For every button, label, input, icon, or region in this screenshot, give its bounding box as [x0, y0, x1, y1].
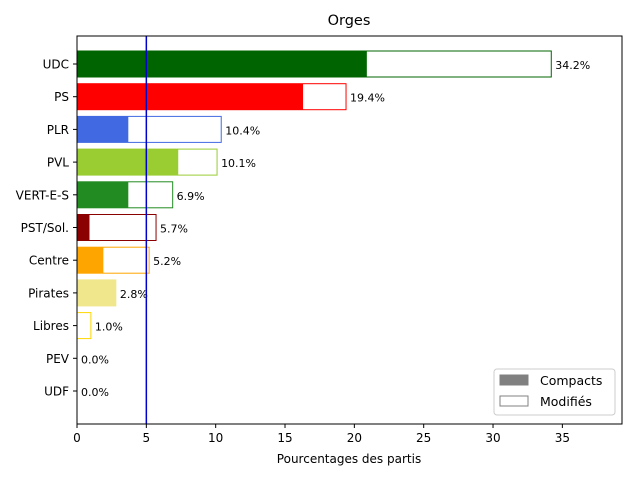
bar-compacts-pst-sol: [77, 214, 90, 241]
bar-compacts-pvl: [77, 149, 179, 176]
data-label-udf: 0.0%: [81, 386, 109, 399]
data-label-pvl: 10.1%: [221, 157, 256, 170]
chart-title: Orges: [328, 13, 371, 29]
y-tick-label: PLR: [47, 123, 69, 137]
bars-layer: 34.2% 19.4% 10.4% 10.1% 6.9% 5.7% 5.2% 2.8% 1.0%…: [76, 50, 590, 399]
bar-compacts-udc: [77, 51, 367, 77]
x-tick-label: 20: [347, 431, 362, 445]
y-tick-label: PEV: [46, 352, 70, 366]
legend-label-modifies: Modifiés: [540, 394, 592, 409]
axes-layer: 0 5 10 15 20 25 30 35 UDC PS PLR PVL VERT-E-S PST/Sol…: [16, 35, 623, 445]
y-tick-label: Libres: [33, 319, 69, 333]
bar-compacts-centre: [77, 247, 104, 274]
data-label-libres: 1.0%: [95, 321, 123, 334]
data-label-udc: 34.2%: [555, 59, 590, 72]
y-tick-label: Centre: [29, 254, 69, 268]
x-tick-label: 30: [485, 431, 500, 445]
x-tick-label: 15: [277, 431, 292, 445]
bar-modifies-libres: [76, 312, 92, 340]
legend-label-compacts: Compacts: [540, 373, 602, 388]
bar-compacts-pirates: [77, 279, 116, 306]
data-label-pev: 0.0%: [81, 353, 109, 366]
y-tick-label: PS: [54, 90, 69, 104]
legend-swatch-compacts: [499, 374, 529, 386]
bar-compacts-plr: [77, 116, 129, 143]
data-label-pst-sol: 5.7%: [160, 223, 188, 236]
x-tick-label: 5: [143, 431, 151, 445]
x-axis-label: Pourcentages des partis: [277, 452, 421, 466]
y-tick-label: PVL: [47, 156, 69, 170]
x-tick-label: 25: [416, 431, 431, 445]
bar-compacts-ps: [77, 83, 304, 110]
y-tick-label: UDC: [43, 58, 69, 72]
legend: Compacts Modifiés: [493, 368, 616, 416]
plot-frame: [76, 35, 623, 425]
y-tick-label: PST/Sol.: [21, 221, 69, 235]
legend-swatch-modifies: [499, 395, 529, 407]
data-label-ps: 19.4%: [350, 92, 385, 105]
data-label-centre: 5.2%: [153, 255, 181, 268]
x-tick-label: 35: [555, 431, 570, 445]
y-tick-label: Pirates: [28, 286, 69, 300]
y-tick-label: VERT-E-S: [16, 188, 69, 202]
y-tick-label: UDF: [44, 385, 69, 399]
data-label-pirates: 2.8%: [120, 288, 148, 301]
x-tick-label: 10: [208, 431, 223, 445]
data-label-vert-e-s: 6.9%: [177, 190, 205, 203]
bar-compacts-vert-e-s: [77, 181, 129, 208]
data-label-plr: 10.4%: [225, 124, 260, 137]
x-tick-label: 0: [73, 431, 81, 445]
